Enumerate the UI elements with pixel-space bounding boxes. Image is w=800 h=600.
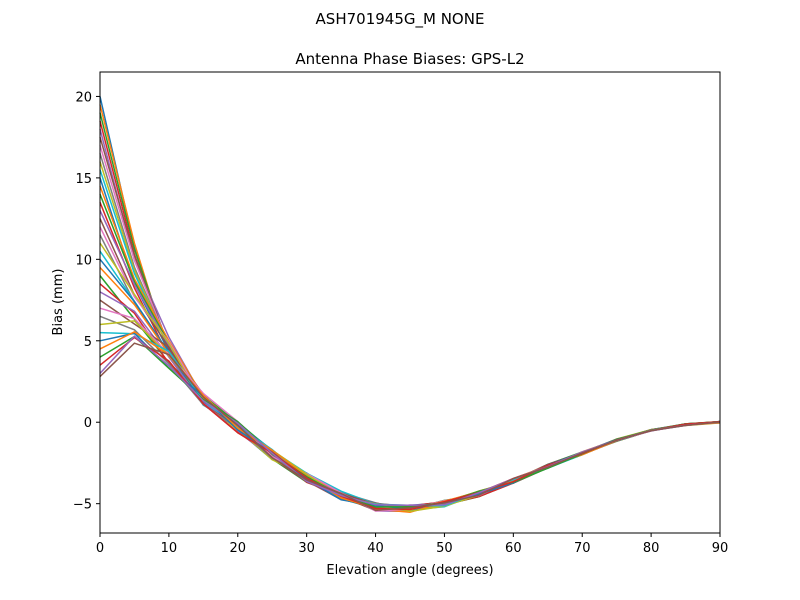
y-axis-label: Bias (mm) (51, 269, 66, 336)
axes-frame (99, 71, 721, 534)
series-line (99, 331, 721, 511)
x-tick-label: 60 (505, 541, 522, 556)
series-line (99, 120, 721, 510)
series-line (99, 283, 721, 508)
x-tick-label: 20 (230, 541, 247, 556)
x-axis: 0 10 20 30 40 50 60 70 80 90 (96, 533, 728, 556)
series-line (99, 342, 721, 512)
series-line (99, 335, 721, 508)
x-tick-label: 0 (96, 541, 104, 556)
chart-title: Antenna Phase Biases: GPS-L2 (295, 50, 524, 68)
series-line (99, 145, 721, 511)
series-line (99, 226, 721, 511)
series-line (99, 136, 721, 512)
x-tick-label: 40 (367, 541, 384, 556)
x-tick-label: 70 (574, 541, 591, 556)
x-tick-label: 50 (436, 541, 453, 556)
series-line (99, 320, 721, 513)
series-line (99, 336, 721, 511)
series-line (99, 210, 721, 511)
series-line (99, 299, 721, 509)
x-tick-label: 90 (712, 541, 729, 556)
y-tick-label: 5 (84, 335, 92, 350)
series-line (99, 234, 721, 512)
series-line (99, 315, 721, 509)
x-tick-label: 80 (643, 541, 660, 556)
series-line (99, 291, 721, 510)
series-line (99, 335, 721, 506)
series-line (99, 202, 721, 511)
y-axis: −5 0 5 10 15 20 (73, 90, 100, 513)
y-tick-label: 10 (75, 253, 92, 268)
series-line (99, 332, 721, 510)
x-tick-label: 30 (298, 541, 315, 556)
series-line (99, 331, 721, 507)
series-line (99, 153, 721, 510)
series-line (99, 177, 721, 508)
series-line (99, 242, 721, 512)
x-tick-label: 10 (161, 541, 178, 556)
series-line (99, 161, 721, 511)
x-axis-label: Elevation angle (degrees) (326, 563, 493, 578)
chart-suptitle: ASH701945G_M NONE (316, 10, 485, 29)
series-group (99, 96, 721, 513)
series-line (99, 185, 721, 511)
y-tick-label: 20 (75, 90, 92, 105)
y-tick-label: 0 (84, 416, 92, 431)
series-line (99, 307, 721, 512)
series-line (99, 193, 721, 508)
y-tick-label: 15 (75, 172, 92, 187)
series-line (99, 128, 721, 513)
series-line (99, 218, 721, 511)
series-line (99, 96, 721, 510)
series-line (99, 104, 721, 511)
series-line (99, 112, 721, 511)
series-line (99, 169, 721, 512)
y-tick-label: −5 (73, 498, 92, 513)
